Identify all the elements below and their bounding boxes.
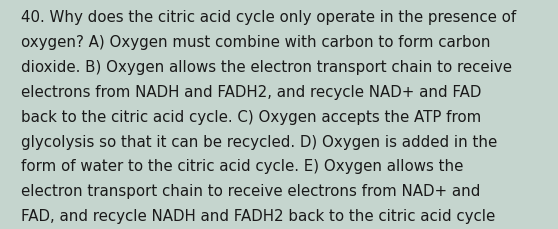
Text: electron transport chain to receive electrons from NAD+ and: electron transport chain to receive elec… [21,183,480,198]
Text: form of water to the citric acid cycle. E) Oxygen allows the: form of water to the citric acid cycle. … [21,159,464,174]
Text: back to the citric acid cycle. C) Oxygen accepts the ATP from: back to the citric acid cycle. C) Oxygen… [21,109,482,124]
Text: 40. Why does the citric acid cycle only operate in the presence of: 40. Why does the citric acid cycle only … [21,10,517,25]
Text: electrons from NADH and FADH2, and recycle NAD+ and FAD: electrons from NADH and FADH2, and recyc… [21,85,482,99]
Text: glycolysis so that it can be recycled. D) Oxygen is added in the: glycolysis so that it can be recycled. D… [21,134,497,149]
Text: FAD, and recycle NADH and FADH2 back to the citric acid cycle: FAD, and recycle NADH and FADH2 back to … [21,208,496,223]
Text: oxygen? A) Oxygen must combine with carbon to form carbon: oxygen? A) Oxygen must combine with carb… [21,35,490,50]
Text: dioxide. B) Oxygen allows the electron transport chain to receive: dioxide. B) Oxygen allows the electron t… [21,60,512,75]
